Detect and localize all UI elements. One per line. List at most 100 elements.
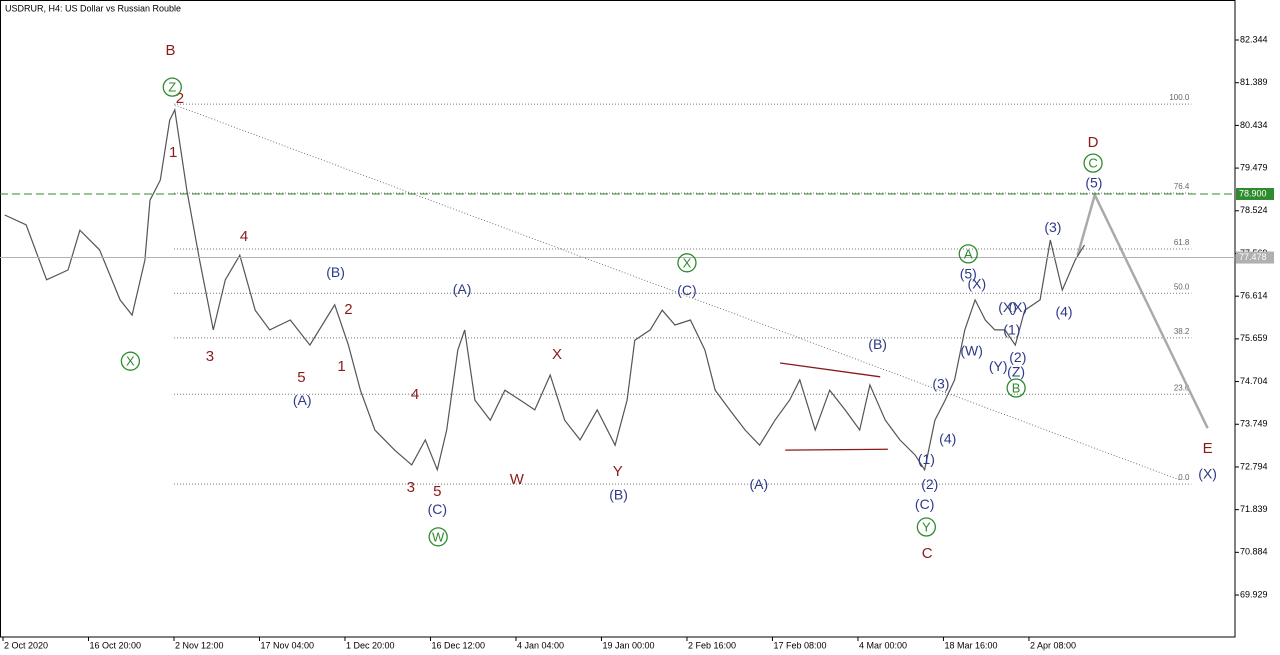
level-box [1236,251,1274,264]
wave-label: W [432,529,445,544]
wave-label: 2 [344,301,352,318]
y-tick-label: 73.749 [1240,419,1268,429]
wave-circle [1006,378,1026,398]
wave-circle [958,244,978,264]
wave-circle [428,527,448,547]
wave-label: (B) [609,487,628,503]
wave-circle [916,517,937,537]
wave-label: (X) [967,276,986,292]
y-tick-label: 78.524 [1240,205,1268,215]
wave-label: Y [922,519,931,534]
wave-label: E [1203,440,1213,457]
y-tick-label: 76.614 [1240,291,1268,301]
wave-label: (A) [453,281,472,297]
fib-label: 38.2 [1174,327,1190,336]
wave-label: 2 [176,90,184,107]
wave-label: (B) [868,336,887,352]
wave-label: (5) [960,266,977,282]
wave-label: (B) [326,264,345,280]
wave-label: (A) [749,476,768,492]
x-tick-label: 18 Mar 16:00 [944,640,997,650]
price-line [4,107,1086,472]
wave-label: A [964,246,973,261]
y-tick-label: 71.839 [1240,504,1268,514]
wave-label: 1 [169,144,177,161]
wave-label: W [510,471,525,488]
wave-label: 1 [337,358,345,375]
chart-title: USDRUR, H4: US Dollar vs Russian Rouble [5,3,181,13]
y-tick-label: 79.479 [1240,162,1268,172]
wave-label: (Z) [1007,364,1025,380]
wave-label: C [922,545,933,562]
wave-label: 5 [433,483,441,500]
wave-label: (3) [932,376,949,392]
level-label: 77.478 [1239,252,1267,262]
x-tick-label: 17 Nov 04:00 [260,640,314,650]
fib-label: 23.6 [1174,383,1190,392]
wave-label: 3 [206,348,214,365]
wave-label: B [166,42,176,59]
wave-label: (Y) [989,358,1008,374]
wave-label: (X) [1009,299,1028,315]
y-tick-label: 72.794 [1240,461,1268,471]
wave-label: (4) [939,431,956,447]
wave-label: D [1088,134,1099,151]
wave-label: (2) [921,476,938,492]
wave-label: (C) [915,496,934,512]
wave-label: (1) [1003,322,1020,338]
wave-label: (A) [293,392,312,408]
wave-label: C [1088,156,1097,171]
drawing-line [174,104,1181,481]
wave-label: (2) [1009,349,1026,365]
x-tick-label: 16 Oct 20:00 [89,640,141,650]
wave-circle [1083,153,1103,173]
x-tick-label: 4 Mar 00:00 [859,640,907,650]
wave-label: 4 [411,386,419,403]
wave-circle [162,77,182,97]
level-box [1236,187,1274,200]
wave-label: (5) [1085,175,1102,191]
wave-label: (C) [677,282,696,298]
y-tick-label: 80.434 [1240,120,1268,130]
wave-label: B [1012,380,1021,395]
y-tick-label: 74.704 [1240,376,1268,386]
x-tick-label: 17 Feb 08:00 [773,640,826,650]
y-tick-label: 70.884 [1240,547,1268,557]
y-tick-label: 81.389 [1240,77,1268,87]
wave-label: Z [168,80,176,95]
x-tick-label: 19 Jan 00:00 [602,640,654,650]
drawing-line [780,362,881,378]
x-tick-label: 1 Dec 20:00 [346,640,395,650]
wave-circle [677,253,697,273]
wave-label: (W) [960,343,983,359]
fib-label: 100.0 [1169,93,1190,102]
wave-circle [120,351,141,371]
x-tick-label: 2 Nov 12:00 [175,640,224,650]
fib-label: 50.0 [1174,282,1190,291]
x-tick-label: 2 Feb 16:00 [688,640,736,650]
x-tick-label: 2 Apr 08:00 [1030,640,1076,650]
x-tick-label: 4 Jan 04:00 [517,640,564,650]
y-tick-label: 82.344 [1240,34,1268,44]
y-tick-label: 69.929 [1240,589,1268,599]
x-tick-label: 2 Oct 2020 [4,640,48,650]
wave-label: (X) [1198,466,1217,482]
wave-label: (4) [1055,304,1072,320]
wave-label: 4 [240,228,248,245]
wave-label: X [126,354,135,369]
fib-label: 61.8 [1174,238,1190,247]
wave-label: (1) [918,451,935,467]
plot-frame [0,0,1236,638]
wave-label: (3) [1044,219,1061,235]
drawing-line [1076,191,1209,429]
wave-label: 5 [297,369,305,386]
y-tick-label: 75.659 [1240,333,1268,343]
wave-label: 3 [407,479,415,496]
fib-label: 76.4 [1174,182,1190,191]
x-tick-label: 16 Dec 12:00 [431,640,485,650]
wave-label: (C) [428,501,447,517]
wave-label: Y [613,463,623,480]
wave-label: X [683,255,692,270]
